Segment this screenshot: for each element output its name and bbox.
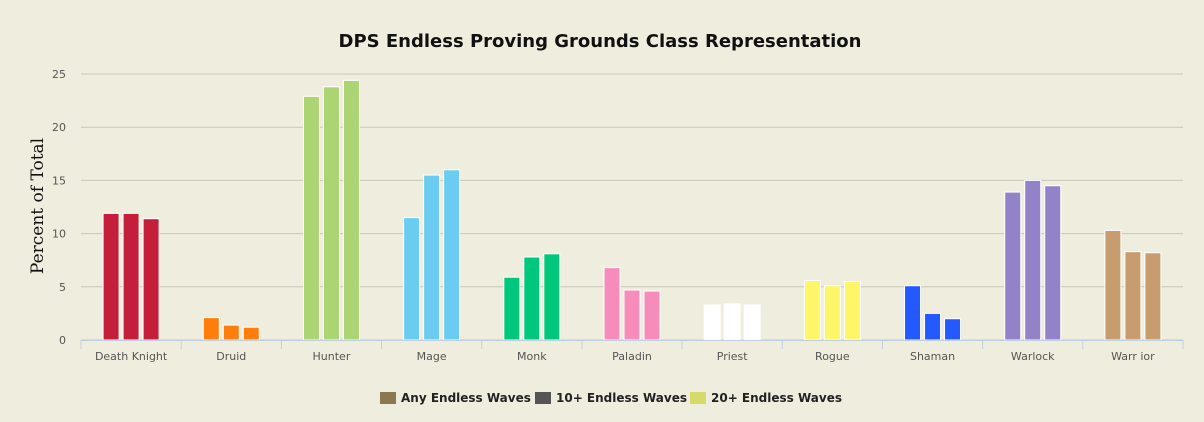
bar-paladin-1[interactable] [603, 267, 621, 341]
y-axis-ticks: 0 5 10 15 20 25 [52, 68, 66, 347]
legend-label: 10+ Endless Waves [556, 391, 687, 405]
legend-swatch [380, 392, 396, 404]
x-tick-label: Rogue [815, 350, 850, 363]
bar-warlock-1[interactable] [1004, 191, 1022, 341]
y-tick-label: 15 [52, 174, 66, 187]
bar-druid-2[interactable] [222, 324, 240, 341]
x-tick-label: Warr ior [1111, 350, 1155, 363]
x-tick-label: Priest [717, 350, 749, 363]
bar-priest-3[interactable] [743, 304, 761, 341]
chart-title: DPS Endless Proving Grounds Class Repres… [339, 31, 862, 52]
bar-death-knight-1[interactable] [102, 212, 120, 341]
x-axis: Death Knight Druid Hunter Mage Monk Paladin Pr… [80, 340, 1184, 363]
bar-warr-ior-2[interactable] [1124, 251, 1142, 341]
bar-warr-ior-1[interactable] [1104, 229, 1122, 341]
y-tick-label: 5 [59, 281, 66, 294]
bar-monk-3[interactable] [543, 253, 561, 341]
legend-item[interactable]: 10+ Endless Waves [535, 391, 687, 405]
y-tick-label: 20 [52, 121, 66, 134]
bar-druid-1[interactable] [202, 317, 220, 341]
bar-death-knight-2[interactable] [122, 212, 140, 341]
x-tick-label: Death Knight [95, 350, 168, 363]
bar-hunter-2[interactable] [322, 86, 340, 341]
legend-label: Any Endless Waves [401, 391, 531, 405]
legend-swatch [690, 392, 706, 404]
x-tick-label: Druid [216, 350, 246, 363]
bar-rogue-3[interactable] [843, 280, 861, 341]
bar-hunter-1[interactable] [302, 95, 320, 341]
legend[interactable]: Any Endless Waves 10+ Endless Waves 20+ En… [380, 391, 842, 405]
legend-label: 20+ Endless Waves [711, 391, 842, 405]
bar-priest-1[interactable] [703, 304, 721, 341]
bar-rogue-1[interactable] [803, 279, 821, 341]
legend-item[interactable]: Any Endless Waves [380, 391, 531, 405]
bar-shaman-3[interactable] [944, 318, 962, 341]
bar-rogue-2[interactable] [823, 285, 841, 341]
bar-priest-2[interactable] [723, 303, 741, 341]
bar-paladin-3[interactable] [643, 290, 661, 341]
bar-warlock-3[interactable] [1044, 185, 1062, 341]
bar-mage-3[interactable] [443, 169, 461, 341]
bar-paladin-2[interactable] [623, 289, 641, 341]
bar-mage-1[interactable] [403, 217, 421, 341]
bar-shaman-2[interactable] [924, 312, 942, 341]
bar-death-knight-3[interactable] [142, 218, 160, 341]
bar-hunter-3[interactable] [342, 79, 360, 341]
bar-monk-2[interactable] [523, 256, 541, 341]
x-tick-label: Mage [417, 350, 447, 363]
bar-mage-2[interactable] [423, 174, 441, 341]
y-axis-label: Percent of Total [28, 138, 48, 274]
x-tick-label: Shaman [910, 350, 955, 363]
x-tick-label: Paladin [612, 350, 652, 363]
x-tick-label: Monk [517, 350, 547, 363]
legend-swatch [535, 392, 551, 404]
bar-warlock-2[interactable] [1024, 179, 1042, 341]
legend-item[interactable]: 20+ Endless Waves [690, 391, 842, 405]
bar-monk-1[interactable] [503, 276, 521, 341]
bars [102, 79, 1162, 341]
bar-warr-ior-3[interactable] [1144, 252, 1162, 341]
x-tick-label: Hunter [313, 350, 351, 363]
bar-druid-3[interactable] [242, 326, 260, 341]
y-tick-label: 0 [59, 334, 66, 347]
y-tick-label: 25 [52, 68, 66, 81]
bar-shaman-1[interactable] [904, 285, 922, 341]
y-tick-label: 10 [52, 228, 66, 241]
x-tick-label: Warlock [1011, 350, 1055, 363]
